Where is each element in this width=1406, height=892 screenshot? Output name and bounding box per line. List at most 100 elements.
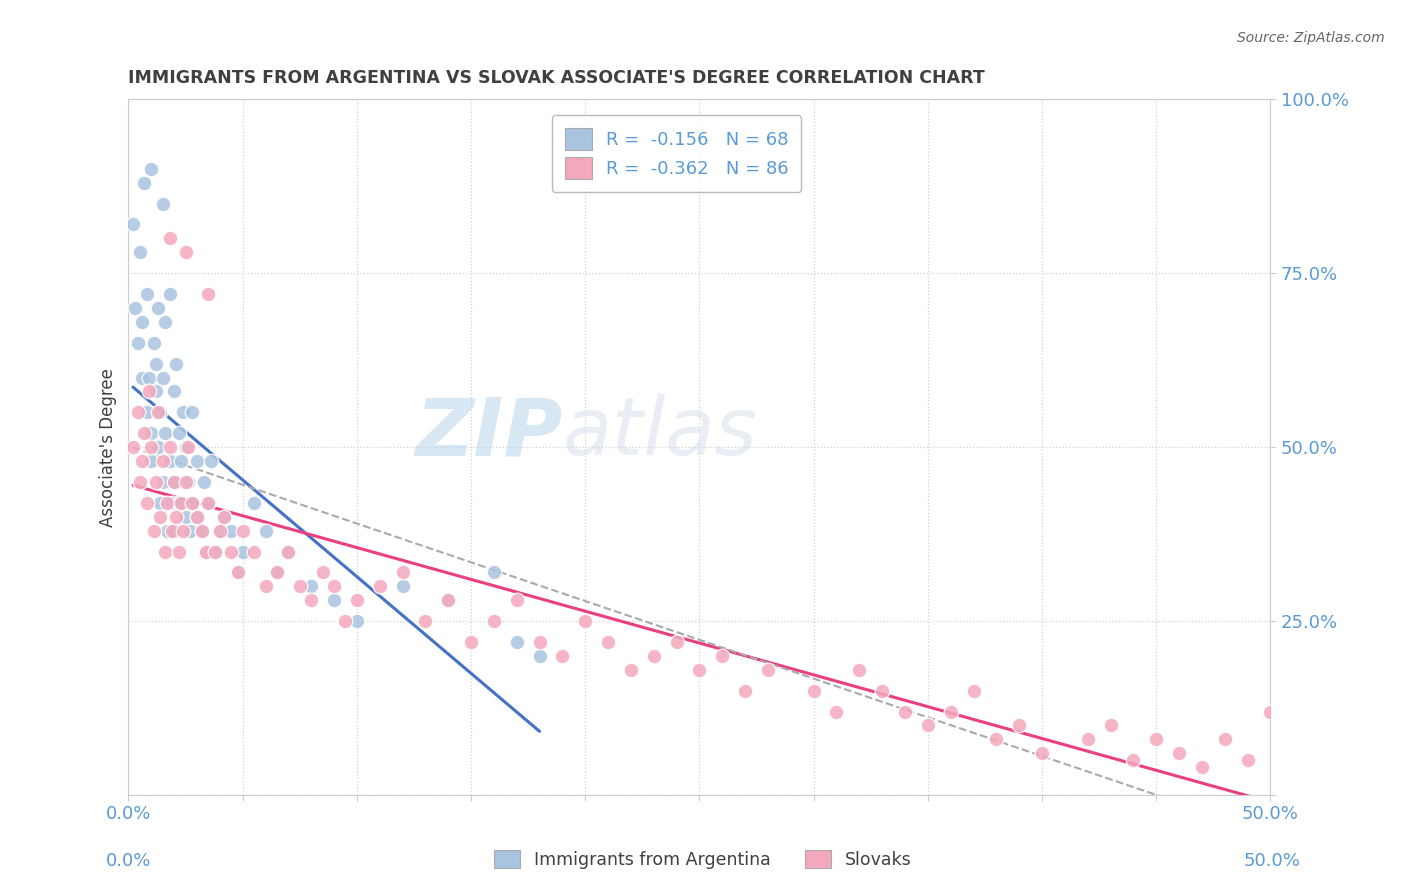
Point xyxy=(226,566,249,580)
Point xyxy=(825,705,848,719)
Point xyxy=(437,593,460,607)
Point xyxy=(529,635,551,649)
Point xyxy=(181,405,204,419)
Legend: Immigrants from Argentina, Slovaks: Immigrants from Argentina, Slovaks xyxy=(486,844,920,876)
Point xyxy=(159,231,181,245)
Point xyxy=(214,509,236,524)
Point xyxy=(149,405,172,419)
Point xyxy=(152,475,174,489)
Point xyxy=(141,440,163,454)
Point xyxy=(170,454,193,468)
Point xyxy=(193,475,215,489)
Y-axis label: Associate's Degree: Associate's Degree xyxy=(100,368,117,526)
Point xyxy=(219,524,242,538)
Point xyxy=(551,648,574,663)
Point xyxy=(391,566,413,580)
Point xyxy=(159,287,181,301)
Point xyxy=(159,454,181,468)
Legend: R =  -0.156   N = 68, R =  -0.362   N = 86: R = -0.156 N = 68, R = -0.362 N = 86 xyxy=(553,115,801,192)
Point xyxy=(145,475,167,489)
Point xyxy=(165,509,187,524)
Point xyxy=(149,496,172,510)
Point xyxy=(127,335,149,350)
Point xyxy=(482,566,505,580)
Point xyxy=(124,301,146,315)
Point xyxy=(1008,718,1031,732)
Point xyxy=(266,566,288,580)
Point xyxy=(153,544,176,558)
Point xyxy=(152,454,174,468)
Point xyxy=(149,509,172,524)
Text: 50.0%: 50.0% xyxy=(1244,852,1301,870)
Point xyxy=(204,544,226,558)
Point xyxy=(1077,732,1099,747)
Point xyxy=(208,524,231,538)
Point xyxy=(323,579,346,593)
Text: 0.0%: 0.0% xyxy=(105,852,150,870)
Point xyxy=(643,648,665,663)
Point xyxy=(1213,732,1236,747)
Point xyxy=(917,718,939,732)
Point xyxy=(141,426,163,441)
Point xyxy=(135,287,157,301)
Point xyxy=(894,705,917,719)
Text: IMMIGRANTS FROM ARGENTINA VS SLOVAK ASSOCIATE'S DEGREE CORRELATION CHART: IMMIGRANTS FROM ARGENTINA VS SLOVAK ASSO… xyxy=(128,69,986,87)
Point xyxy=(138,370,160,384)
Point xyxy=(135,405,157,419)
Point xyxy=(688,663,710,677)
Point xyxy=(391,579,413,593)
Point xyxy=(962,683,984,698)
Point xyxy=(734,683,756,698)
Point xyxy=(160,496,183,510)
Point xyxy=(243,544,266,558)
Point xyxy=(506,635,529,649)
Point xyxy=(152,196,174,211)
Point xyxy=(1122,753,1144,767)
Point xyxy=(219,544,242,558)
Point xyxy=(346,593,368,607)
Point xyxy=(986,732,1008,747)
Point xyxy=(346,614,368,628)
Point xyxy=(174,509,197,524)
Text: atlas: atlas xyxy=(562,394,758,472)
Point xyxy=(174,440,197,454)
Point xyxy=(1260,705,1282,719)
Point xyxy=(190,524,212,538)
Point xyxy=(299,579,322,593)
Point xyxy=(226,566,249,580)
Point xyxy=(243,496,266,510)
Point xyxy=(172,405,194,419)
Point xyxy=(145,357,167,371)
Point xyxy=(1144,732,1167,747)
Point xyxy=(167,426,190,441)
Point xyxy=(200,454,222,468)
Point xyxy=(266,566,288,580)
Point xyxy=(146,405,169,419)
Point xyxy=(1168,747,1191,761)
Point xyxy=(214,509,236,524)
Point xyxy=(1191,760,1213,774)
Point xyxy=(131,454,153,468)
Point xyxy=(665,635,688,649)
Point xyxy=(135,496,157,510)
Point xyxy=(232,524,254,538)
Point xyxy=(134,176,156,190)
Point xyxy=(1031,747,1053,761)
Point xyxy=(529,648,551,663)
Point xyxy=(254,524,277,538)
Point xyxy=(152,370,174,384)
Point xyxy=(232,544,254,558)
Point xyxy=(437,593,460,607)
Point xyxy=(254,579,277,593)
Point xyxy=(142,524,165,538)
Point xyxy=(848,663,870,677)
Point xyxy=(186,454,208,468)
Point xyxy=(128,475,150,489)
Point xyxy=(195,544,218,558)
Point xyxy=(163,475,186,489)
Point xyxy=(1236,753,1258,767)
Point xyxy=(482,614,505,628)
Point xyxy=(160,524,183,538)
Point xyxy=(197,287,219,301)
Point xyxy=(159,440,181,454)
